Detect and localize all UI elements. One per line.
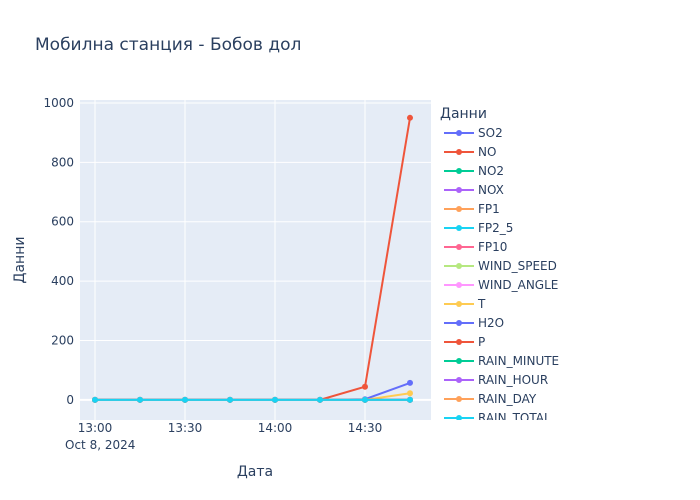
legend-marker bbox=[456, 415, 462, 420]
data-point[interactable] bbox=[92, 396, 98, 403]
legend-marker bbox=[456, 263, 462, 269]
y-axis-title: Данни bbox=[12, 237, 28, 284]
legend-marker bbox=[456, 130, 462, 136]
legend-marker bbox=[456, 396, 462, 402]
x-tick-label: 14:00 bbox=[258, 421, 293, 435]
data-point[interactable] bbox=[317, 396, 323, 403]
legend-label: NO bbox=[478, 145, 496, 159]
legend-item[interactable]: P bbox=[444, 335, 485, 349]
y-tick-label: 600 bbox=[51, 215, 74, 229]
y-tick-label: 400 bbox=[51, 274, 74, 288]
data-point[interactable] bbox=[227, 396, 233, 403]
data-point[interactable] bbox=[407, 390, 413, 397]
x-axis-title: Дата bbox=[237, 464, 273, 480]
data-point[interactable] bbox=[407, 396, 413, 403]
y-axis: 0 200 400 600 800 1000 bbox=[43, 96, 74, 407]
legend-marker bbox=[456, 301, 462, 307]
x-tick-label: 13:00 bbox=[78, 421, 113, 435]
legend-label: P bbox=[478, 335, 485, 349]
y-tick-label: 800 bbox=[51, 155, 74, 169]
legend-label: WIND_ANGLE bbox=[478, 278, 558, 292]
legend-item[interactable]: RAIN_DAY bbox=[444, 392, 537, 406]
legend-label: T bbox=[477, 297, 486, 311]
x-axis: 13:00 13:30 14:00 14:30 bbox=[78, 421, 383, 435]
plot-area[interactable] bbox=[80, 100, 431, 420]
legend-title: Данни bbox=[440, 106, 487, 122]
legend-item[interactable]: H2O bbox=[444, 316, 504, 330]
legend-label: H2O bbox=[478, 316, 504, 330]
legend-label: NOX bbox=[478, 183, 504, 197]
data-point[interactable] bbox=[137, 396, 143, 403]
legend-marker bbox=[456, 168, 462, 174]
legend-label: SO2 bbox=[478, 126, 503, 140]
legend-marker bbox=[456, 377, 462, 383]
legend-marker bbox=[456, 244, 462, 250]
legend-label: RAIN_MINUTE bbox=[478, 354, 559, 368]
legend-label: RAIN_TOTAL bbox=[478, 411, 551, 425]
legend-item[interactable]: FP10 bbox=[444, 240, 507, 254]
legend-marker bbox=[456, 320, 462, 326]
data-point[interactable] bbox=[407, 379, 413, 386]
legend-marker bbox=[456, 282, 462, 288]
legend-label: FP10 bbox=[478, 240, 507, 254]
legend: SO2 NO NO2 NOX FP1 FP2_5 FP10 WIND_SPEED WIND_AN… bbox=[444, 126, 559, 425]
legend-label: NO2 bbox=[478, 164, 504, 178]
legend-item[interactable]: FP1 bbox=[444, 202, 500, 216]
legend-label: FP2_5 bbox=[478, 221, 513, 235]
legend-marker bbox=[456, 339, 462, 345]
data-point[interactable] bbox=[407, 114, 413, 121]
data-point[interactable] bbox=[362, 383, 368, 390]
legend-marker bbox=[456, 149, 462, 155]
series-rain-total[interactable] bbox=[92, 396, 413, 403]
legend-item[interactable]: RAIN_TOTAL bbox=[444, 411, 551, 425]
y-tick-label: 1000 bbox=[43, 96, 74, 110]
legend-marker bbox=[456, 187, 462, 193]
x-tick-label: 14:30 bbox=[348, 421, 383, 435]
legend-label: WIND_SPEED bbox=[478, 259, 557, 273]
legend-item[interactable]: FP2_5 bbox=[444, 221, 513, 235]
y-tick-label: 200 bbox=[51, 333, 74, 347]
legend-item[interactable]: NOX bbox=[444, 183, 504, 197]
legend-marker bbox=[456, 206, 462, 212]
legend-item[interactable]: NO2 bbox=[444, 164, 504, 178]
legend-item[interactable]: WIND_SPEED bbox=[444, 259, 557, 273]
legend-label: RAIN_DAY bbox=[478, 392, 537, 406]
chart-title: Мобилна станция - Бобов дол bbox=[35, 35, 301, 55]
data-point[interactable] bbox=[362, 396, 368, 403]
legend-item[interactable]: WIND_ANGLE bbox=[444, 278, 558, 292]
legend-marker bbox=[456, 358, 462, 364]
legend-item[interactable]: T bbox=[444, 297, 486, 311]
legend-label: RAIN_HOUR bbox=[478, 373, 548, 387]
series-layer bbox=[92, 114, 413, 403]
legend-label: FP1 bbox=[478, 202, 500, 216]
x-axis-date-label: Oct 8, 2024 bbox=[65, 438, 135, 452]
x-tick-label: 13:30 bbox=[168, 421, 203, 435]
legend-item[interactable]: RAIN_HOUR bbox=[444, 373, 548, 387]
legend-marker bbox=[456, 225, 462, 231]
y-tick-label: 0 bbox=[66, 393, 74, 407]
data-point[interactable] bbox=[272, 396, 278, 403]
legend-item[interactable]: RAIN_MINUTE bbox=[444, 354, 559, 368]
legend-item[interactable]: NO bbox=[444, 145, 496, 159]
legend-item[interactable]: SO2 bbox=[444, 126, 503, 140]
data-point[interactable] bbox=[182, 396, 188, 403]
